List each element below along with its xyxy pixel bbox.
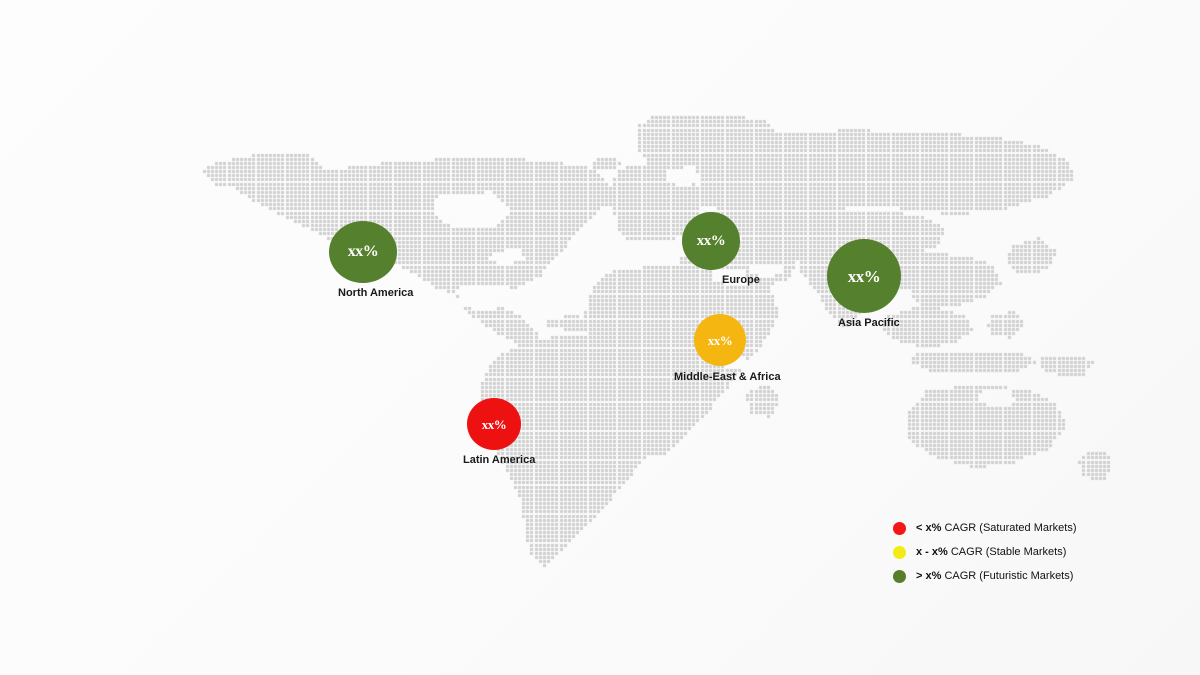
region-label-middle-east-africa: Middle-East & Africa (674, 371, 781, 383)
legend-desc-saturated: CAGR (Saturated Markets) (941, 521, 1077, 534)
region-bubble-asia-pacific[interactable]: xx% (827, 239, 901, 313)
legend-rate-futuristic: > x% (916, 569, 942, 582)
region-bubble-latin-america[interactable]: xx% (467, 398, 521, 450)
legend-dot-futuristic-icon (893, 569, 906, 583)
legend-text-stable: x - x% CAGR (Stable Markets) (916, 545, 1067, 558)
region-bubble-middle-east-africa[interactable]: xx% (694, 314, 746, 366)
legend-dot-stable-icon (893, 545, 906, 559)
legend-dot-saturated-icon (893, 521, 906, 535)
region-label-europe: Europe (722, 274, 760, 286)
legend-row-stable[interactable]: x - x% CAGR (Stable Markets) (893, 545, 1076, 559)
legend-desc-stable: CAGR (Stable Markets) (947, 545, 1067, 558)
region-value-latin-america: xx% (481, 416, 507, 432)
legend-text-saturated: < x% CAGR (Saturated Markets) (916, 521, 1077, 534)
legend-rate-stable: x - x% (916, 545, 948, 558)
legend-row-futuristic[interactable]: > x% CAGR (Futuristic Markets) (893, 569, 1076, 583)
region-bubble-north-america[interactable]: xx% (329, 221, 397, 283)
cagr-legend: < x% CAGR (Saturated Markets) x - x% CAGR… (893, 521, 1076, 583)
region-bubble-europe[interactable]: xx% (682, 212, 740, 270)
region-label-latin-america: Latin America (463, 454, 536, 466)
legend-rate-saturated: < x% (916, 521, 942, 534)
region-label-north-america: North America (338, 287, 414, 299)
region-value-middle-east-africa: xx% (707, 332, 733, 348)
region-value-asia-pacific: xx% (847, 266, 881, 286)
legend-desc-futuristic: CAGR (Futuristic Markets) (941, 569, 1074, 582)
legend-text-futuristic: > x% CAGR (Futuristic Markets) (916, 569, 1074, 582)
region-value-north-america: xx% (347, 243, 379, 260)
region-label-asia-pacific: Asia Pacific (838, 317, 900, 329)
region-value-europe: xx% (696, 232, 726, 249)
legend-row-saturated[interactable]: < x% CAGR (Saturated Markets) (893, 521, 1076, 535)
